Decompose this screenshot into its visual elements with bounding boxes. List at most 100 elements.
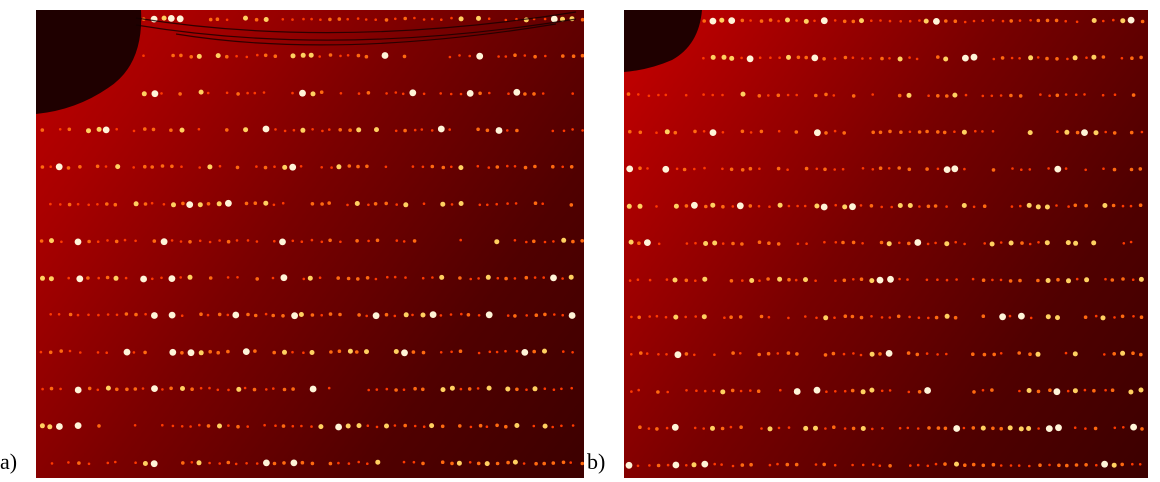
diffraction-spot xyxy=(953,19,958,23)
diffraction-spot xyxy=(915,57,919,61)
diffraction-spot xyxy=(833,129,837,133)
diffraction-spot xyxy=(638,130,643,135)
diffraction-spot xyxy=(702,276,708,282)
diffraction-spot xyxy=(684,93,688,97)
diffraction-spot xyxy=(246,425,249,428)
diffraction-spot xyxy=(1066,278,1071,284)
diffraction-spot xyxy=(541,202,544,205)
diffraction-spot xyxy=(412,239,417,243)
diffraction-spot xyxy=(152,239,157,243)
diffraction-spot xyxy=(701,460,709,468)
diffraction-spot xyxy=(746,55,754,63)
diffraction-spot xyxy=(1065,240,1071,246)
diffraction-spot xyxy=(822,57,826,61)
diffraction-spot xyxy=(647,94,651,98)
diffraction-spot xyxy=(1095,463,1098,467)
diffraction-spot xyxy=(523,165,528,170)
diffraction-spot xyxy=(1009,19,1013,23)
diffraction-spot xyxy=(662,165,670,173)
diffraction-spot xyxy=(337,17,342,21)
diffraction-spot xyxy=(513,88,521,96)
diffraction-spot xyxy=(953,315,958,320)
diffraction-spot xyxy=(1074,93,1078,96)
diffraction-spot xyxy=(952,92,958,98)
diffraction-spot xyxy=(272,203,276,207)
diffraction-spot xyxy=(972,19,976,23)
diffraction-spot xyxy=(346,203,349,207)
diffraction-spot xyxy=(811,54,819,62)
diffraction-spot xyxy=(648,315,651,318)
diffraction-spot xyxy=(357,92,361,95)
diffraction-spot xyxy=(532,239,536,244)
diffraction-spot xyxy=(786,168,789,171)
diffraction-spot xyxy=(729,55,735,61)
diffraction-spot xyxy=(1138,203,1143,207)
diffraction-spot xyxy=(980,425,986,431)
diffraction-spot xyxy=(357,460,361,464)
diffraction-spot xyxy=(292,128,296,132)
diffraction-spot xyxy=(955,278,958,281)
diffraction-spot xyxy=(384,18,389,22)
diffraction-spot xyxy=(729,425,733,429)
diffraction-spot xyxy=(290,459,298,467)
diffraction-spot xyxy=(803,425,809,431)
diffraction-spot xyxy=(1111,203,1116,208)
diffraction-spot xyxy=(412,460,416,464)
diffraction-spot xyxy=(833,57,837,60)
diffraction-spot xyxy=(495,461,500,466)
diffraction-spot xyxy=(115,313,119,317)
diffraction-spot xyxy=(495,423,499,428)
diffraction-spot xyxy=(385,92,388,95)
diffraction-spot xyxy=(786,54,791,60)
diffraction-spot xyxy=(999,464,1003,467)
diffraction-spot xyxy=(450,350,453,354)
diffraction-spot xyxy=(189,55,193,59)
diffraction-spot xyxy=(375,425,379,429)
diffraction-spot xyxy=(1038,463,1042,468)
diffraction-spot xyxy=(402,54,407,59)
diffraction-spot xyxy=(991,278,994,282)
diffraction-spot xyxy=(1139,55,1143,60)
diffraction-spot xyxy=(327,386,331,390)
diffraction-spot xyxy=(1140,130,1144,134)
diffraction-spot xyxy=(703,166,706,170)
diffraction-spot xyxy=(991,19,995,22)
diffraction-spot xyxy=(704,204,708,209)
diffraction-spot xyxy=(701,314,707,320)
diffraction-spot xyxy=(430,17,434,21)
diffraction-spot xyxy=(1047,167,1050,170)
diffraction-spot xyxy=(926,464,930,468)
diffraction-spot xyxy=(886,241,892,247)
diffraction-spot xyxy=(49,202,52,206)
diffraction-spot xyxy=(787,204,791,208)
diffraction-spot xyxy=(142,54,145,57)
diffraction-spot xyxy=(394,91,398,94)
diffraction-spot xyxy=(945,352,948,356)
diffraction-spot xyxy=(411,313,414,317)
diffraction-spot xyxy=(134,239,137,243)
diffraction-spot xyxy=(562,129,566,133)
diffraction-spot xyxy=(450,16,453,20)
diffraction-spot xyxy=(880,56,884,61)
diffraction-spot xyxy=(831,351,836,356)
diffraction-spot xyxy=(124,312,129,316)
diffraction-spot xyxy=(208,386,211,390)
diffraction-spot xyxy=(694,279,697,283)
diffraction-spot xyxy=(758,56,762,59)
diffraction-spot xyxy=(1073,203,1078,208)
diffraction-spot xyxy=(515,349,519,353)
diffraction-spot xyxy=(1036,18,1041,23)
diffraction-spot xyxy=(685,242,689,245)
diffraction-spot xyxy=(672,277,678,283)
diffraction-spot xyxy=(757,204,761,208)
diffraction-spot xyxy=(180,165,183,168)
diffraction-spot xyxy=(132,351,136,354)
diffraction-spot xyxy=(113,275,119,281)
diffraction-spot xyxy=(580,461,584,466)
diffraction-spot xyxy=(236,276,239,279)
diffraction-spot xyxy=(1112,131,1117,135)
diffraction-spot xyxy=(476,387,480,390)
diffraction-spot xyxy=(280,274,288,282)
diffraction-spot xyxy=(309,350,315,355)
diffraction-spot xyxy=(1120,462,1124,467)
